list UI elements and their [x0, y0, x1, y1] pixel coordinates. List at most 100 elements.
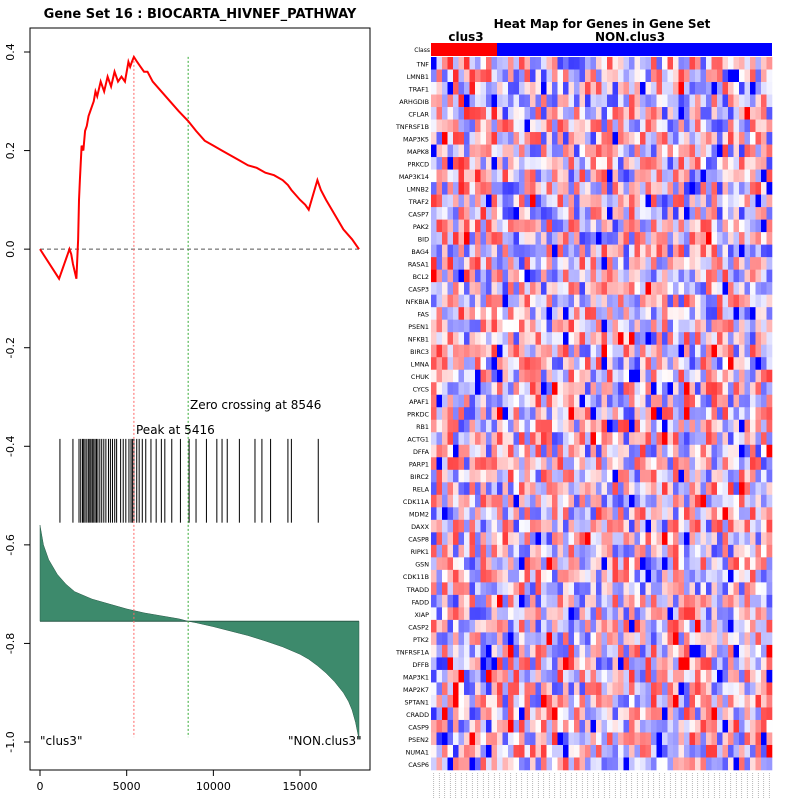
heatmap-cell — [557, 244, 564, 258]
heatmap-cell — [634, 719, 641, 733]
heatmap-cell — [590, 382, 597, 396]
heatmap-cell — [508, 607, 514, 621]
heatmap-cell — [645, 232, 652, 245]
heatmap-cell — [744, 394, 751, 408]
heatmap-cell — [453, 619, 459, 633]
heatmap-cell — [579, 357, 586, 371]
heatmap-cell — [662, 282, 668, 295]
heatmap-cell — [524, 732, 531, 746]
heatmap-cell — [629, 407, 635, 421]
heatmap-cell — [706, 207, 712, 220]
heatmap-cell — [524, 257, 531, 270]
heatmap-cell — [601, 357, 608, 371]
heatmap-cell — [722, 519, 729, 533]
heatmap-cell — [563, 519, 569, 533]
heatmap-cell — [618, 69, 624, 83]
heatmap-cell — [497, 669, 503, 683]
heatmap-cell — [530, 469, 536, 483]
heatmap-cell — [453, 482, 459, 496]
heatmap-cell — [607, 219, 613, 233]
heatmap-cell — [651, 82, 657, 95]
heatmap-cell — [464, 494, 470, 508]
heatmap-cell — [700, 232, 707, 245]
heatmap-cell — [530, 244, 536, 258]
heatmap-cell — [766, 57, 773, 70]
heatmap-row-label: CDK11B — [403, 573, 429, 581]
heatmap-cell — [513, 719, 520, 733]
heatmap-cell — [524, 119, 531, 133]
heatmap-cell — [519, 719, 525, 733]
heatmap-cell — [442, 757, 448, 771]
heatmap-cell — [695, 482, 701, 496]
heatmap-cell — [717, 532, 723, 546]
heatmap-cell — [695, 407, 701, 421]
heatmap-cell — [579, 707, 586, 721]
heatmap-cell — [464, 569, 470, 583]
heatmap-cell — [656, 119, 663, 133]
heatmap-cell — [722, 394, 729, 408]
heatmap-cell — [733, 332, 740, 345]
heatmap-cell — [645, 369, 652, 383]
heatmap-cell — [667, 282, 674, 295]
heatmap-cell — [667, 669, 674, 683]
heatmap-cell — [579, 394, 586, 408]
heatmap-cell — [535, 132, 542, 145]
heatmap-cell — [695, 169, 701, 183]
heatmap-cell — [590, 157, 597, 170]
heatmap-cell — [656, 569, 663, 583]
heatmap-cell — [706, 282, 712, 295]
heatmap-cell — [447, 257, 454, 270]
heatmap-cell — [563, 119, 569, 133]
heatmap-cell — [640, 669, 646, 683]
heatmap-cell — [739, 657, 745, 671]
heatmap-cell — [453, 657, 459, 671]
heatmap-cell — [651, 169, 657, 183]
heatmap-cell — [557, 419, 564, 433]
y-tick-label: 0.4 — [4, 43, 17, 61]
heatmap-cell — [585, 319, 591, 333]
heatmap-cell — [513, 57, 520, 70]
heatmap-cell — [684, 357, 690, 371]
heatmap-cell — [541, 719, 547, 733]
heatmap-cell — [530, 344, 536, 358]
heatmap-cell — [530, 482, 536, 496]
heatmap-cell — [623, 94, 630, 108]
heatmap-cell — [739, 644, 745, 658]
heatmap-cell — [722, 657, 729, 671]
heatmap-cell — [475, 269, 481, 283]
heatmap-cell — [623, 319, 630, 333]
heatmap-cell — [475, 282, 481, 295]
heatmap-cell — [640, 157, 646, 170]
heatmap-cell — [524, 57, 531, 70]
heatmap-cell — [475, 582, 481, 596]
heatmap-cell — [458, 582, 465, 596]
heatmap-cell — [684, 569, 690, 583]
heatmap-row-label: RIPK1 — [411, 548, 429, 556]
heatmap-cell — [618, 594, 624, 608]
heatmap-cell — [678, 457, 685, 471]
heatmap-cell — [574, 169, 580, 183]
heatmap-cell — [629, 494, 635, 508]
heatmap-cell — [431, 394, 437, 408]
heatmap-cell — [695, 669, 701, 683]
heatmap-cell — [634, 57, 641, 70]
heatmap-cell — [502, 419, 509, 433]
heatmap-cell — [623, 494, 630, 508]
heatmap-cell — [601, 82, 608, 95]
heatmap-group-label-non-clus3: NON.clus3 — [595, 30, 665, 44]
heatmap-cell — [656, 507, 663, 521]
heatmap-cell — [706, 82, 712, 95]
heatmap-cell — [733, 482, 740, 496]
heatmap-cell — [673, 107, 679, 120]
heatmap-cell — [513, 207, 520, 220]
heatmap-cell — [596, 469, 602, 483]
heatmap-cell — [431, 557, 437, 571]
heatmap-cell — [557, 119, 564, 133]
heatmap-cell — [574, 432, 580, 446]
heatmap-cell — [612, 469, 619, 483]
heatmap-cell — [695, 457, 701, 471]
heatmap-cell — [486, 519, 492, 533]
heatmap-cell — [695, 194, 701, 208]
heatmap-cell — [634, 757, 641, 771]
heatmap-cell — [706, 569, 712, 583]
